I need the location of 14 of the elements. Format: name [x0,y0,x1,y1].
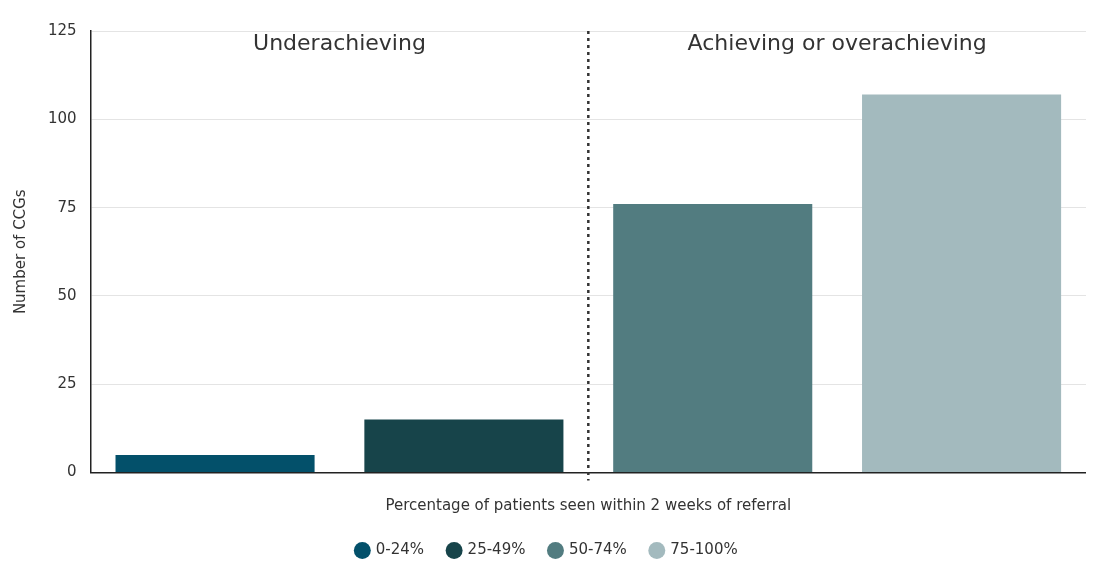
y-tick-label: 125 [47,20,77,39]
y-tick-label: 50 [57,285,77,304]
y-tick-label: 25 [57,374,77,393]
legend-label: 75-100% [670,540,738,559]
y-tick-label: 0 [67,462,77,481]
y-tick-label: 100 [47,109,77,128]
legend-label: 25-49% [467,540,526,559]
y-tick-label: 75 [57,197,77,216]
annotation: Achieving or overachieving [687,29,987,55]
y-axis-title: Number of CCGs [10,189,29,315]
legend-label: 0-24% [375,540,425,559]
annotation: Underachieving [253,29,426,55]
legend-label: 50-74% [568,540,627,559]
x-axis-title: Percentage of patients seen within 2 weeks of referral [385,495,792,514]
